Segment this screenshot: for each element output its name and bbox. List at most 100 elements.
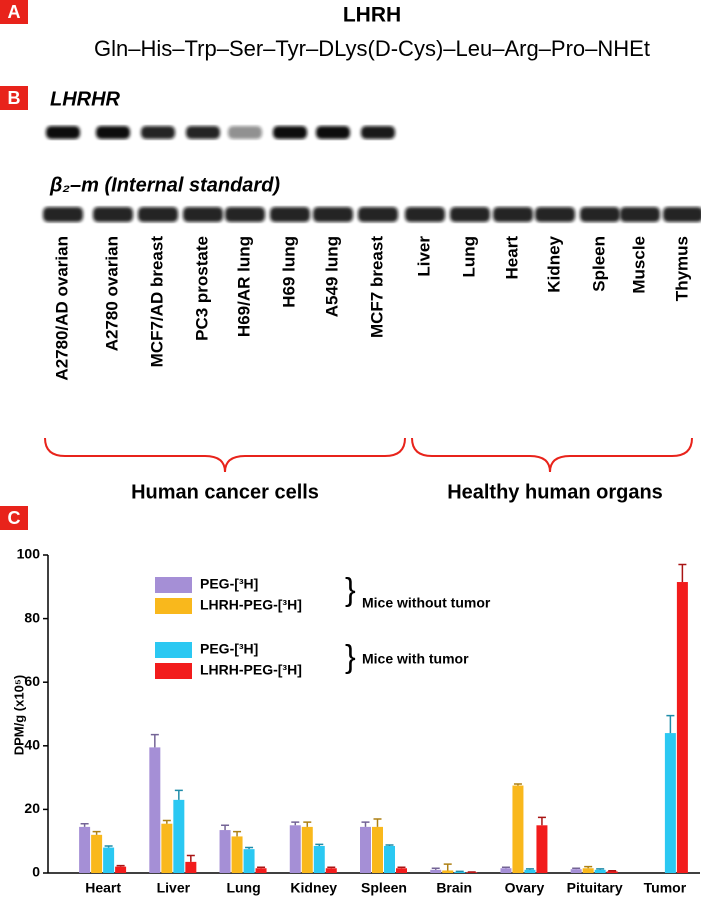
panel-label: B [8, 88, 21, 108]
legend-label: LHRH-PEG-[³H] [200, 597, 302, 613]
lane-label: A2780 ovarian [102, 236, 121, 351]
gel-band [186, 126, 220, 139]
bar [161, 823, 173, 873]
bar [384, 845, 395, 873]
gel-band [43, 207, 83, 222]
bar [454, 872, 466, 873]
legend-label: LHRH-PEG-[³H] [200, 662, 302, 678]
error-bar [291, 821, 300, 826]
lane-label: A2780/AD ovarian [52, 236, 71, 381]
bar [606, 871, 618, 873]
peptide-title: LHRH [343, 4, 401, 27]
bar [442, 870, 454, 873]
lane-label: MCF7 breast [367, 236, 386, 338]
error-bar [537, 816, 546, 826]
gel-band [96, 126, 130, 139]
error-bar [221, 824, 230, 831]
gel-band [313, 207, 353, 222]
error-bar [303, 821, 312, 827]
panel-label: C [8, 508, 21, 528]
bar [360, 826, 371, 873]
lane-label: MCF7/AD breast [147, 236, 166, 368]
bar [255, 868, 267, 873]
lane-label: Heart [502, 236, 521, 280]
y-tick-label: 0 [32, 864, 40, 880]
bar [512, 785, 524, 873]
gel-band [270, 207, 310, 222]
error-bar [162, 819, 171, 824]
gel-band [405, 207, 445, 222]
gel-band [620, 207, 660, 222]
legend-swatch [155, 663, 192, 679]
group-label: Human cancer cells [131, 481, 319, 503]
y-axis-label: DPM/g (x10⁵) [11, 675, 26, 756]
lane-label: Spleen [589, 236, 608, 292]
x-tick-label: Lung [226, 880, 260, 896]
bar [570, 869, 582, 873]
group-brace [44, 437, 406, 473]
gel-band [361, 126, 395, 139]
bar [582, 868, 594, 873]
legend-group: Mice without tumor [362, 595, 491, 611]
error-bar [361, 821, 370, 827]
error-bar [584, 865, 593, 869]
bar [594, 869, 606, 873]
error-bar [116, 864, 125, 867]
bar [149, 747, 161, 873]
legend-swatch [155, 598, 192, 614]
legend-brace: } [345, 638, 356, 674]
error-bar [513, 783, 522, 786]
legend-label: PEG-[³H] [200, 641, 258, 657]
error-bar [431, 867, 440, 870]
error-bar [501, 866, 510, 869]
bar [219, 830, 231, 873]
standard-label: β₂–m (Internal standard) [49, 174, 280, 196]
x-tick-label: Kidney [290, 880, 337, 896]
bar [325, 868, 337, 873]
error-bar [327, 866, 336, 869]
error-bar [608, 870, 617, 872]
x-tick-label: Brain [436, 880, 472, 896]
gel-band [450, 207, 490, 222]
gel-band [228, 126, 262, 139]
error-bar [596, 868, 605, 870]
panel-label-box [0, 506, 28, 530]
error-bar [257, 866, 266, 869]
error-bar [678, 563, 687, 583]
lane-label: H69 lung [279, 236, 298, 308]
y-tick-label: 20 [24, 800, 40, 816]
y-tick-label: 100 [17, 546, 41, 562]
gel-band [93, 207, 133, 222]
gel-band [225, 207, 265, 222]
error-bar [666, 714, 675, 734]
lane-label: Liver [414, 236, 433, 277]
error-bar [245, 846, 254, 850]
gel-band [663, 207, 701, 222]
error-bar [385, 844, 394, 846]
bar [289, 825, 301, 873]
y-tick-label: 80 [24, 609, 40, 625]
error-bar [443, 863, 452, 871]
x-tick-label: Ovary [505, 880, 545, 896]
group-label: Healthy human organs [447, 481, 663, 503]
bar [185, 861, 197, 873]
error-bar [315, 843, 324, 846]
lane-label: H69/AR lung [234, 236, 253, 337]
y-tick-label: 40 [24, 737, 40, 753]
gel-band [535, 207, 575, 222]
bar [91, 834, 103, 873]
error-bar [150, 733, 159, 748]
bar [536, 825, 548, 873]
error-bar [92, 830, 101, 835]
gel-band [493, 207, 533, 222]
gene-label: LHRHR [50, 88, 121, 110]
lane-label: Thymus [672, 236, 691, 301]
bar [396, 868, 407, 873]
error-bar [233, 830, 242, 837]
gel-band [580, 207, 620, 222]
gel-band [138, 207, 178, 222]
bar [430, 869, 442, 873]
legend-swatch [155, 642, 192, 658]
lane-label: A549 lung [322, 236, 341, 317]
bar [500, 868, 512, 873]
